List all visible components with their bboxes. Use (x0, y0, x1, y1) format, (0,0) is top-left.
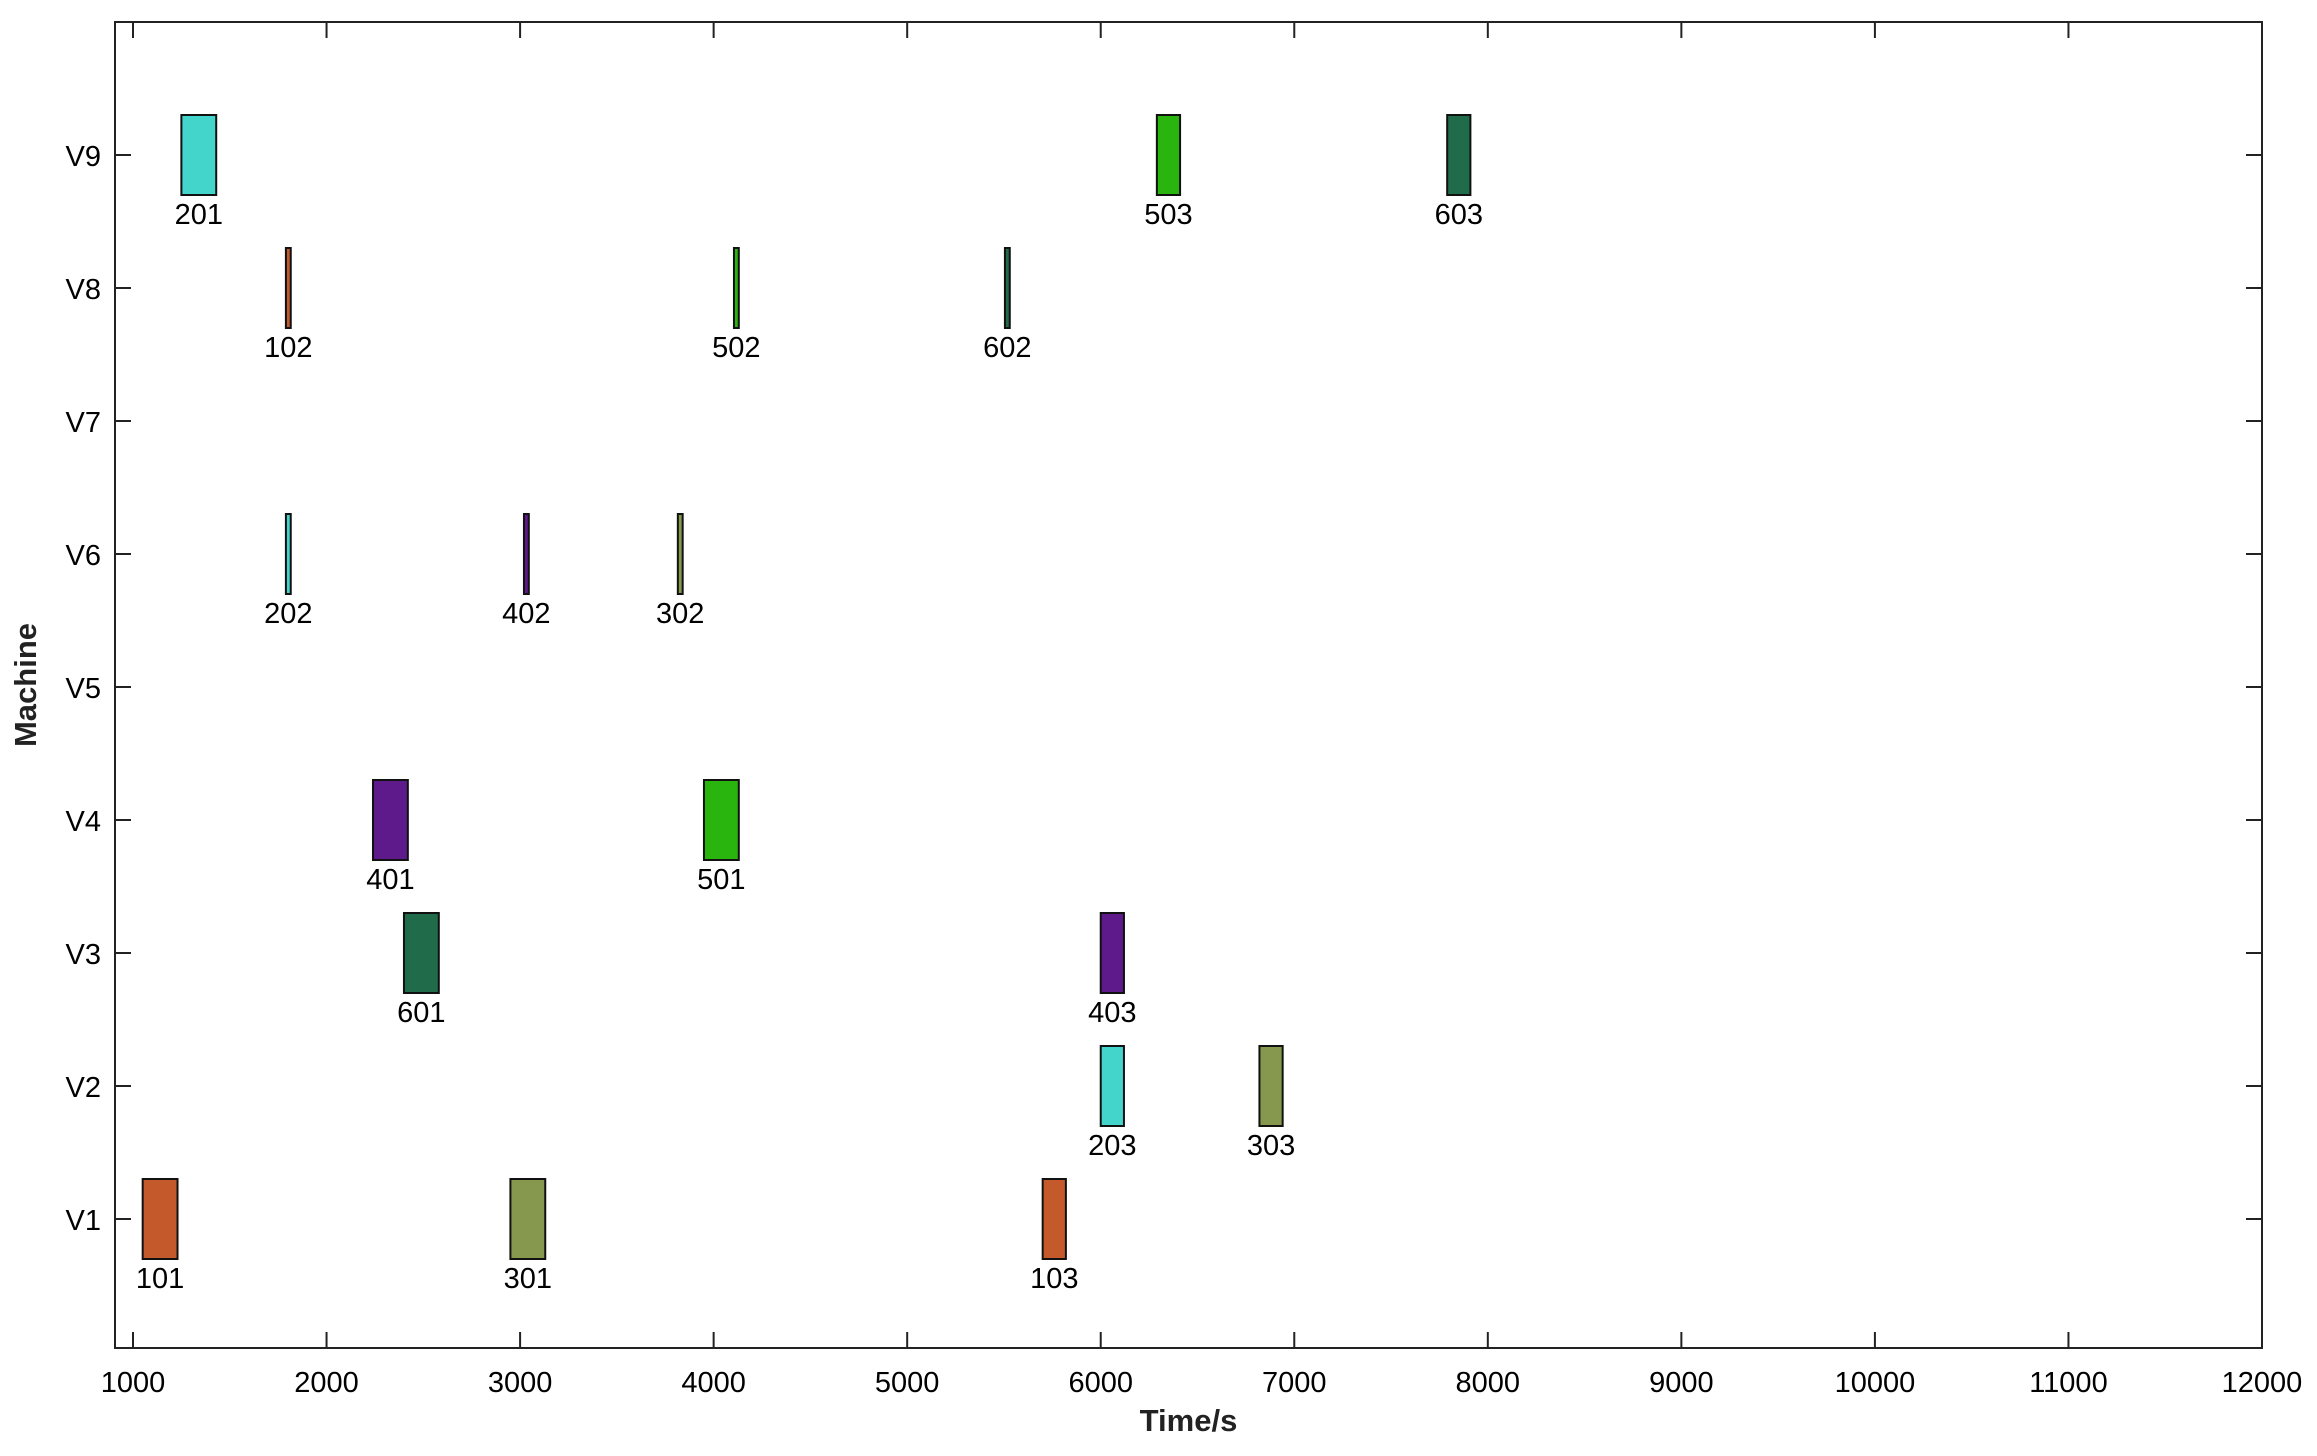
y-tick-label-v5: V5 (66, 673, 101, 705)
y-tick-label-v4: V4 (66, 806, 101, 838)
task-label-601: 601 (397, 997, 445, 1029)
x-tick-label: 11000 (2029, 1367, 2108, 1399)
x-tick-label: 8000 (1456, 1367, 1521, 1399)
task-label-102: 102 (264, 332, 312, 364)
task-bar-302 (676, 513, 684, 595)
task-label-503: 503 (1144, 199, 1192, 231)
task-label-103: 103 (1030, 1263, 1078, 1295)
x-tick-label: 3000 (488, 1367, 553, 1399)
y-tick-label-v8: V8 (66, 274, 101, 306)
task-label-603: 603 (1435, 199, 1483, 231)
task-bar-201 (180, 114, 218, 196)
y-tick-label-v3: V3 (66, 939, 101, 971)
x-tick-label: 7000 (1262, 1367, 1327, 1399)
task-label-401: 401 (366, 864, 414, 896)
task-label-502: 502 (712, 332, 760, 364)
x-tick-label: 6000 (1068, 1367, 1133, 1399)
y-tick-label-v2: V2 (66, 1072, 101, 1104)
y-tick-label-v9: V9 (66, 141, 101, 173)
task-bar-102 (284, 247, 292, 329)
task-label-203: 203 (1088, 1130, 1136, 1162)
task-labels: 101 301 103 203 303 601 403 401 501 202 402 302 102 5… (136, 199, 1483, 1295)
task-bar-501 (702, 779, 740, 861)
y-tick-label-v1: V1 (66, 1205, 101, 1237)
x-tick-label: 12000 (2222, 1367, 2303, 1399)
y-tick-label-v7: V7 (66, 407, 101, 439)
x-tick-label: 4000 (681, 1367, 746, 1399)
y-tick-label-v6: V6 (66, 540, 101, 572)
x-axis-ticks: 1000 2000 3000 4000 5000 6000 7000 8000 9000 1000… (101, 22, 2303, 1399)
y-axis-title: Machine (8, 623, 43, 747)
x-tick-label: 1000 (101, 1367, 166, 1399)
task-bar-402 (522, 513, 530, 595)
task-label-101: 101 (136, 1263, 184, 1295)
task-bar-502 (732, 247, 740, 329)
task-bar-203 (1099, 1045, 1125, 1127)
task-bar-603 (1446, 114, 1472, 196)
x-tick-label: 2000 (294, 1367, 359, 1399)
y-axis-ticks: V1 V2 V3 V4 V5 V6 V7 V8 V9 (66, 141, 2262, 1237)
task-label-202: 202 (264, 598, 312, 630)
task-label-402: 402 (502, 598, 550, 630)
plot-frame (114, 21, 2263, 1349)
x-tick-label: 10000 (1835, 1367, 1916, 1399)
task-bar-103 (1041, 1178, 1067, 1260)
task-label-301: 301 (504, 1263, 552, 1295)
task-label-201: 201 (175, 199, 223, 231)
task-bar-202 (284, 513, 292, 595)
task-label-501: 501 (697, 864, 745, 896)
x-axis-title: Time/s (1140, 1403, 1238, 1438)
task-label-602: 602 (983, 332, 1031, 364)
task-label-303: 303 (1247, 1130, 1295, 1162)
task-label-403: 403 (1088, 997, 1136, 1029)
x-tick-label: 5000 (875, 1367, 940, 1399)
task-bar-401 (371, 779, 409, 861)
task-label-302: 302 (656, 598, 704, 630)
task-bar-101 (141, 1178, 179, 1260)
task-bar-503 (1155, 114, 1182, 196)
task-bar-602 (1003, 247, 1011, 329)
task-bars (141, 114, 1472, 1260)
task-bar-403 (1099, 912, 1125, 994)
task-bar-303 (1258, 1045, 1284, 1127)
task-bar-601 (402, 912, 440, 994)
task-bar-301 (509, 1178, 547, 1260)
x-tick-label: 9000 (1649, 1367, 1714, 1399)
